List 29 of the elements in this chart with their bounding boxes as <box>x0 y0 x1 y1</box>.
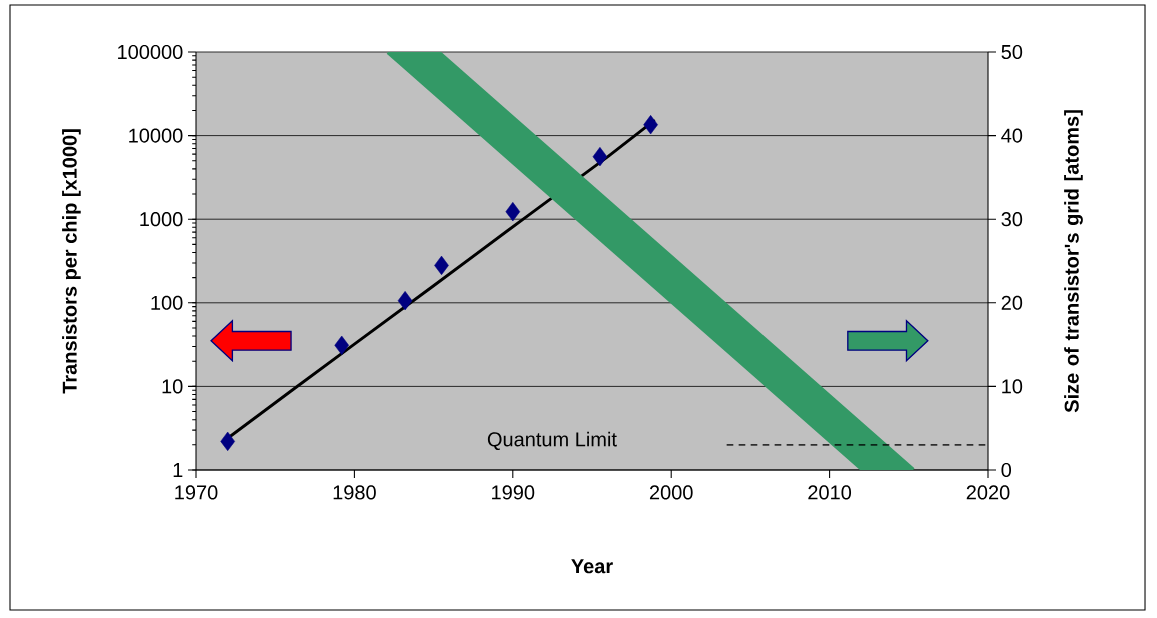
x-tick-label: 1980 <box>333 485 376 500</box>
y2-tick-label: 30 <box>1001 212 1023 227</box>
y-tick-label: 10 <box>162 379 183 394</box>
ref-line-label: Quantum Limit <box>487 431 617 451</box>
point <box>434 255 449 276</box>
point <box>592 147 608 167</box>
x-tick-label: 1970 <box>175 485 218 500</box>
y2-tick-label: 50 <box>1001 44 1023 60</box>
y2-tick-label: 10 <box>1002 379 1023 394</box>
point <box>397 291 413 311</box>
y-tick-label: 1000 <box>140 212 183 227</box>
y-tick-label: 1 <box>173 463 183 477</box>
x-tick-label: 2010 <box>808 485 852 500</box>
y-axis-title: Transistors per chip [x1000] <box>62 129 81 394</box>
x-axis-title: Year <box>571 559 613 574</box>
y2-tick-label: 40 <box>1001 128 1023 143</box>
y-tick-label: 10000 <box>129 128 183 143</box>
y2-tick-label: 0 <box>1001 462 1012 478</box>
point <box>220 431 235 451</box>
x-tick-label: 2020 <box>966 485 1010 500</box>
point <box>643 115 658 135</box>
point <box>334 335 349 355</box>
x-tick-label: 1990 <box>492 485 535 500</box>
y2-tick-label: 20 <box>1001 295 1023 310</box>
point <box>505 202 521 222</box>
y-tick-label: 100 <box>151 295 183 310</box>
x-tick-label: 2000 <box>649 485 693 500</box>
y-tick-label: 100000 <box>118 44 183 60</box>
y2-axis-title: Size of transistor's grid [atoms] <box>1064 110 1083 413</box>
